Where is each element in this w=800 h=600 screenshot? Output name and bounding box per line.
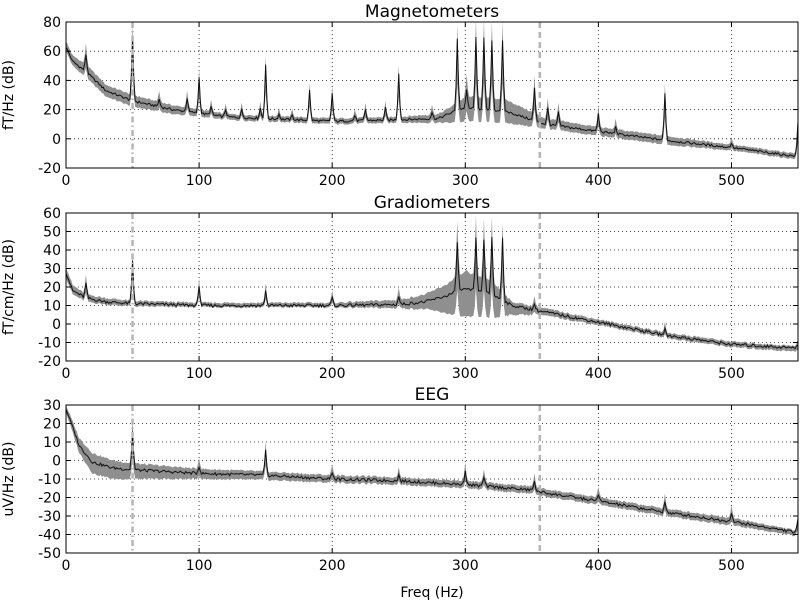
y-tick-label: -50: [38, 546, 61, 562]
x-tick-label: 400: [585, 558, 612, 574]
y-tick-label: -30: [38, 509, 61, 525]
std-band: [66, 215, 798, 352]
x-tick-label: 500: [718, 173, 745, 189]
axes-frame: [65, 404, 799, 554]
y-tick-label: 30: [43, 398, 61, 414]
x-axis-label: Freq (Hz): [400, 585, 463, 600]
mean-psd-line: [66, 236, 798, 350]
panel-title: Magnetometers: [365, 2, 499, 22]
x-tick-label: 200: [319, 173, 346, 189]
x-tick-label: 100: [186, 558, 213, 574]
y-tick-label: 80: [43, 15, 61, 31]
y-tick-label: -10: [38, 472, 61, 488]
x-tick-label: 500: [718, 558, 745, 574]
y-tick-label: 20: [43, 417, 61, 433]
y-tick-label: -20: [38, 491, 61, 507]
y-tick-label: 60: [43, 206, 61, 222]
mean-psd-line: [66, 409, 798, 534]
eeg-panel: 0 100 200 300 400 500 -50 -40 -30 -20 -10 0 10 20 30 EE…: [1, 385, 799, 600]
panel-title: Gradiometers: [374, 193, 491, 213]
gradiometers-panel: 0 100 200 300 400 500-20-100102030405060Gradi…: [1, 193, 799, 382]
y-tick-label: -40: [38, 528, 61, 544]
axes-frame: [65, 21, 799, 169]
y-tick-label: -20: [38, 354, 61, 370]
x-tick-label: 400: [585, 366, 612, 382]
y-tick-label: 40: [43, 243, 61, 259]
y-tick-label: 0: [52, 317, 61, 333]
x-tick-label: 500: [718, 366, 745, 382]
y-tick-label: 60: [43, 44, 61, 60]
x-tick-label: 300: [452, 366, 479, 382]
mean-psd-line: [66, 35, 798, 158]
x-tick-label: 400: [585, 173, 612, 189]
y-tick-label: 0: [52, 132, 61, 148]
y-tick-label: 50: [43, 225, 61, 241]
std-band: [66, 405, 798, 537]
x-tick-label: 200: [319, 366, 346, 382]
y-axis-label: fT/Hz (dB): [1, 60, 17, 130]
x-tick-label: 0: [62, 558, 71, 574]
y-axis-label: fT/cm/Hz (dB): [1, 239, 17, 335]
y-tick-label: 0: [52, 454, 61, 470]
panel-title: EEG: [415, 385, 450, 405]
y-tick-label: 10: [43, 299, 61, 315]
y-tick-label: 40: [43, 73, 61, 89]
y-tick-label: 30: [43, 262, 61, 278]
x-tick-label: 200: [319, 558, 346, 574]
y-tick-label: -10: [38, 336, 61, 352]
x-tick-label: 0: [62, 173, 71, 189]
grid: [66, 22, 798, 168]
x-tick-label: 300: [452, 558, 479, 574]
grid: [66, 213, 798, 361]
x-tick-label: 100: [186, 366, 213, 382]
y-tick-label: -20: [38, 161, 61, 177]
grid: [66, 405, 798, 553]
magnetometers-panel: 0 100 200 300 400 500-20020406080Magnetometer…: [1, 2, 799, 189]
y-tick-label: 10: [43, 435, 61, 451]
std-band: [66, 22, 798, 160]
x-tick-label: 0: [62, 366, 71, 382]
y-tick-label: 20: [43, 280, 61, 296]
x-tick-label: 300: [452, 173, 479, 189]
y-tick-label: 20: [43, 103, 61, 119]
x-tick-label: 100: [186, 173, 213, 189]
y-axis-label: uV/Hz (dB): [1, 442, 17, 517]
